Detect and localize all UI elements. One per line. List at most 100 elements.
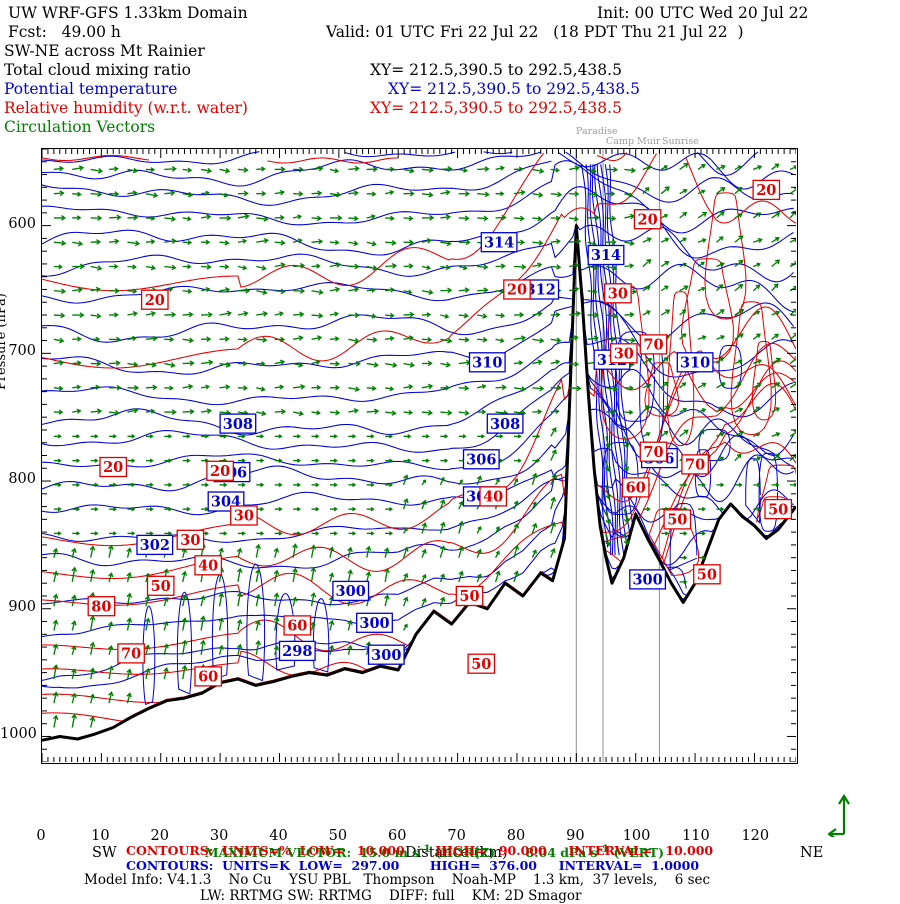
contour-label: 20: [753, 180, 779, 199]
header-init-time: Init: 00 UTC Wed 20 Jul 22: [597, 4, 808, 22]
contour-label: 30: [177, 530, 203, 549]
site-label-sunrise: Sunrise: [662, 136, 699, 147]
contour-label: 300: [630, 570, 666, 589]
model-info-line-2: LW: RRTMG SW: RRTMG DIFF: full KM: 2D Sm…: [200, 888, 582, 904]
svg-text:20: 20: [210, 463, 230, 480]
header-valid-time: Valid: 01 UTC Fri 22 Jul 22 (18 PDT Thu …: [326, 23, 744, 41]
x-axis-ne-label: NE: [800, 845, 823, 861]
svg-text:308: 308: [490, 416, 520, 433]
legend-xy-black: XY= 212.5,390.5 to 292.5,438.5: [370, 61, 622, 79]
cross-section-plot[interactable]: 3143123103083083063063043043023003003002…: [41, 148, 798, 764]
svg-text:50: 50: [697, 567, 717, 584]
contour-label: 70: [640, 442, 666, 461]
svg-text:50: 50: [151, 578, 171, 595]
svg-text:298: 298: [282, 643, 312, 660]
contour-label: 300: [357, 613, 393, 632]
svg-text:60: 60: [626, 480, 646, 497]
x-tick-label: 120: [741, 828, 765, 844]
y-tick-label: 600: [0, 216, 36, 232]
svg-text:308: 308: [223, 416, 253, 433]
contour-label: 70: [640, 335, 666, 354]
header-cross-section-line: SW-NE across Mt Rainier: [4, 42, 205, 60]
model-info-line-1: Model Info: V4.1.3 No Cu YSU PBL Thompso…: [84, 872, 710, 888]
svg-text:60: 60: [198, 669, 218, 686]
contour-label: 70: [682, 455, 708, 474]
svg-text:30: 30: [614, 346, 634, 363]
contour-label: 308: [220, 414, 256, 433]
contour-label: 40: [195, 556, 221, 575]
contour-label: 306: [464, 450, 500, 469]
y-tick-label: 1000: [0, 726, 36, 742]
svg-text:20: 20: [756, 182, 776, 199]
contour-label: 30: [231, 506, 257, 525]
svg-text:60: 60: [287, 618, 307, 635]
svg-text:50: 50: [459, 588, 479, 605]
contour-label: 50: [468, 654, 494, 673]
svg-text:70: 70: [685, 457, 705, 474]
contour-label: 20: [504, 280, 530, 299]
contour-label: 50: [148, 576, 174, 595]
y-tick-label: 800: [0, 471, 36, 487]
contour-label: 302: [137, 535, 173, 554]
contours-info-theta: CONTOURS: UNITS=K LOW= 297.00 HIGH= 376.…: [126, 858, 699, 873]
svg-text:20: 20: [103, 459, 123, 476]
contour-label: 20: [634, 210, 660, 229]
contour-label: 40: [480, 487, 506, 506]
contour-label: 20: [142, 290, 168, 309]
svg-text:40: 40: [483, 489, 503, 506]
svg-text:80: 80: [91, 598, 111, 615]
legend-potential-temperature: Potential temperature: [4, 80, 177, 98]
site-label-camp-muir: Camp Muir: [606, 136, 660, 147]
legend-xy-red: XY= 212.5,390.5 to 292.5,438.5: [370, 99, 622, 117]
contour-label: 80: [88, 597, 114, 616]
x-tick-label: 10: [88, 828, 112, 844]
svg-text:30: 30: [234, 508, 254, 525]
contour-label: 60: [623, 478, 649, 497]
svg-text:310: 310: [680, 355, 710, 372]
contour-label: 50: [664, 510, 690, 529]
contour-label: 314: [481, 233, 517, 252]
contour-label: 70: [118, 644, 144, 663]
legend-total-cloud-mixing-ratio: Total cloud mixing ratio: [4, 61, 191, 79]
y-axis-title: Pressure (hPa): [0, 230, 9, 390]
contour-label: 20: [100, 458, 126, 477]
svg-text:310: 310: [472, 355, 502, 372]
reference-vector-legend: [828, 792, 868, 837]
svg-text:50: 50: [667, 512, 687, 529]
svg-text:20: 20: [145, 292, 165, 309]
contour-label: 298: [280, 641, 316, 660]
svg-text:300: 300: [371, 647, 401, 664]
y-tick-label: 900: [0, 599, 36, 615]
contour-label: 308: [487, 414, 523, 433]
contour-label: 310: [677, 353, 713, 372]
svg-text:70: 70: [643, 337, 663, 354]
contour-label: 310: [470, 353, 506, 372]
svg-text:50: 50: [768, 501, 788, 518]
contour-label: 30: [605, 284, 631, 303]
contour-label: 50: [765, 500, 791, 519]
svg-text:70: 70: [121, 646, 141, 663]
contour-label: 20: [207, 461, 233, 480]
svg-text:300: 300: [359, 615, 389, 632]
header-forecast-hour: Fcst: 49.00 h: [8, 23, 121, 41]
legend-relative-humidity: Relative humidity (w.r.t. water): [4, 99, 248, 117]
svg-text:30: 30: [180, 532, 200, 549]
contour-label: 300: [369, 645, 405, 664]
y-tick-label: 700: [0, 343, 36, 359]
contour-label: 300: [333, 581, 369, 600]
x-tick-label: 20: [148, 828, 172, 844]
svg-text:20: 20: [507, 282, 527, 299]
svg-text:20: 20: [638, 211, 658, 228]
svg-text:314: 314: [484, 234, 514, 251]
svg-text:40: 40: [198, 558, 218, 575]
contour-label: 50: [694, 565, 720, 584]
contour-label: 60: [284, 616, 310, 635]
legend-circulation-vectors: Circulation Vectors: [4, 118, 155, 136]
svg-text:70: 70: [643, 444, 663, 461]
contour-label: 30: [611, 344, 637, 363]
legend-xy-blue: XY= 212.5,390.5 to 292.5,438.5: [388, 80, 640, 98]
contour-label: 60: [195, 667, 221, 686]
x-tick-label: 110: [682, 828, 706, 844]
svg-text:314: 314: [591, 247, 621, 264]
svg-text:50: 50: [471, 656, 491, 673]
